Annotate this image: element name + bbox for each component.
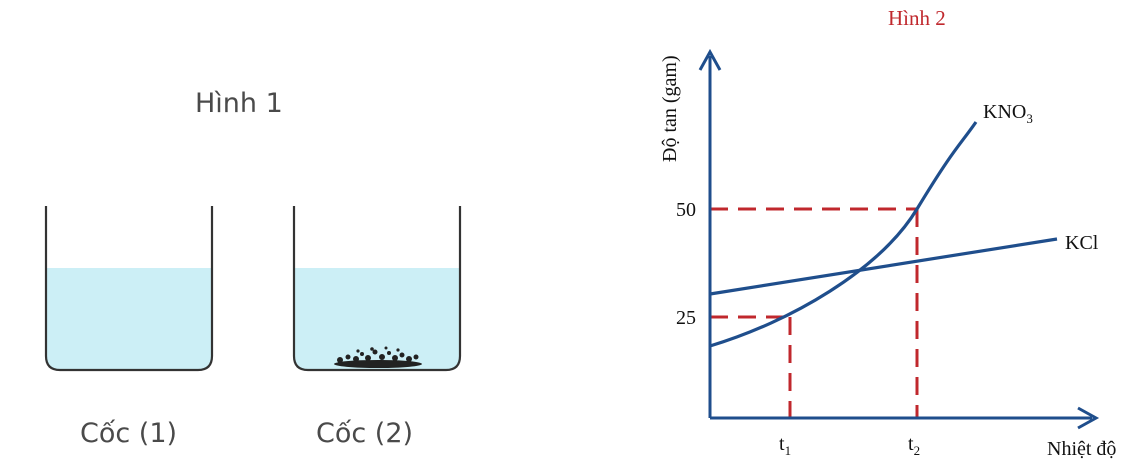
curve-label-kcl: KCl — [1065, 232, 1099, 254]
axes — [698, 48, 1100, 430]
figure-1-title: Hình 1 — [195, 88, 283, 119]
x-tick-t1: t1 — [779, 433, 791, 458]
y-tick-50: 50 — [676, 199, 696, 221]
x-tick-t1-base: t — [779, 433, 785, 455]
y-tick-25: 25 — [676, 307, 696, 329]
beaker-2-label: Cốc (2) — [316, 418, 414, 449]
x-tick-t2: t2 — [908, 433, 920, 458]
curve-label-kno3: KNO3 — [983, 101, 1033, 126]
curve-kcl — [709, 237, 1058, 296]
x-tick-t2-sub: 2 — [914, 443, 921, 458]
beaker-1-glass — [44, 206, 214, 372]
beaker-2 — [292, 206, 462, 372]
curve-label-kno3-base: KNO — [983, 101, 1026, 123]
curve-kno3 — [709, 121, 978, 348]
figure-2-title: Hình 2 — [888, 6, 946, 30]
beaker-1-label: Cốc (1) — [80, 418, 178, 449]
beaker-2-water — [294, 268, 460, 370]
y-axis-label: Độ tan (gam) — [659, 55, 681, 162]
x-axis-label: Nhiệt độ — [1047, 438, 1116, 460]
precipitate — [334, 346, 422, 368]
beaker-1 — [44, 206, 214, 372]
x-axis-arrow — [1077, 406, 1100, 430]
solubility-chart: Độ tan (gam) Nhiệt độ 50 25 t1 t2 KNO3 K… — [659, 48, 1116, 460]
x-tick-t2-base: t — [908, 433, 914, 455]
beaker-1-water — [46, 268, 212, 370]
beaker-2-glass — [292, 206, 462, 372]
curve-label-kno3-sub: 3 — [1026, 111, 1033, 126]
y-axis-arrow — [698, 48, 722, 71]
x-tick-t1-sub: 1 — [785, 443, 792, 458]
guide-lines — [710, 207, 919, 418]
